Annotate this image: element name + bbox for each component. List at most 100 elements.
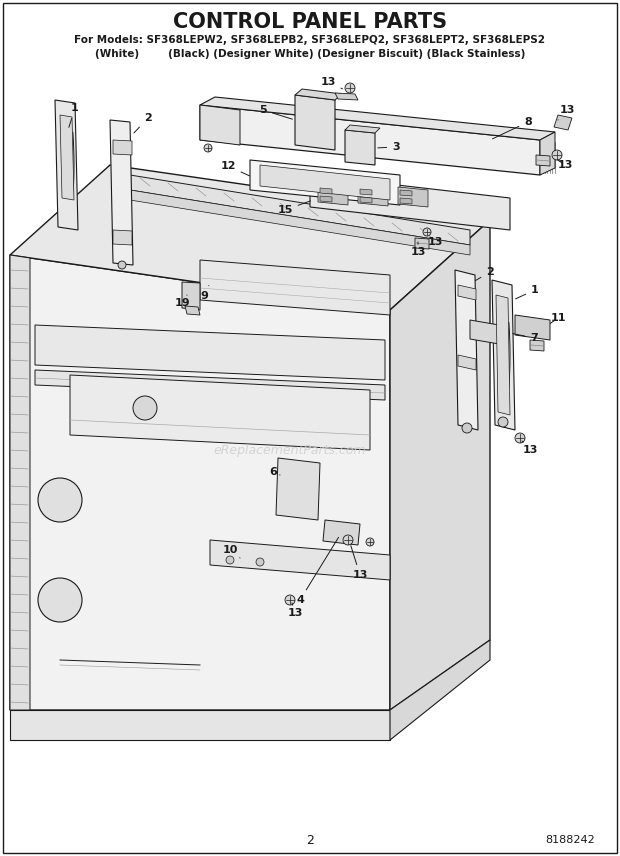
Text: 2: 2 [306,834,314,847]
Circle shape [515,433,525,443]
Polygon shape [10,255,390,710]
Text: 13: 13 [522,441,538,455]
Polygon shape [35,370,385,400]
Text: 1: 1 [69,103,79,128]
Text: 5: 5 [259,105,293,119]
Text: 15: 15 [277,201,311,215]
Text: 13: 13 [321,77,342,89]
Polygon shape [323,520,360,545]
Polygon shape [492,280,515,430]
Polygon shape [320,196,332,202]
Polygon shape [390,220,490,710]
Polygon shape [182,282,200,310]
Polygon shape [458,285,476,300]
Polygon shape [113,230,132,245]
Polygon shape [113,140,132,155]
Text: 8: 8 [492,117,532,139]
Text: 1: 1 [516,285,539,299]
Polygon shape [496,295,510,415]
Polygon shape [345,130,375,165]
Polygon shape [10,165,490,310]
Polygon shape [310,175,510,230]
Text: 4: 4 [296,538,339,605]
Polygon shape [540,132,555,175]
Polygon shape [320,188,332,194]
Text: 12: 12 [220,161,249,175]
Text: 2: 2 [476,267,494,281]
Polygon shape [515,315,550,340]
Circle shape [552,150,562,160]
Circle shape [133,396,157,420]
Polygon shape [360,197,372,203]
Polygon shape [55,100,78,230]
Text: For Models: SF368LEPW2, SF368LEPB2, SF368LEPQ2, SF368LEPT2, SF368LEPS2: For Models: SF368LEPW2, SF368LEPB2, SF36… [74,35,546,45]
Circle shape [366,538,374,546]
Text: 13: 13 [287,603,303,618]
Polygon shape [200,105,540,175]
Polygon shape [390,640,490,740]
Text: 3: 3 [378,142,400,152]
Circle shape [498,417,508,427]
Polygon shape [260,165,390,200]
Polygon shape [250,160,400,205]
Polygon shape [200,260,390,315]
Text: 8188242: 8188242 [545,835,595,845]
Text: 11: 11 [551,313,565,324]
Text: 10: 10 [223,545,240,558]
Polygon shape [455,270,478,430]
Text: 13: 13 [557,159,573,170]
Text: CONTROL PANEL PARTS: CONTROL PANEL PARTS [173,12,447,32]
Circle shape [118,261,126,269]
Circle shape [423,228,431,236]
Polygon shape [185,306,200,315]
Text: 13: 13 [410,242,426,257]
Text: 19: 19 [174,295,190,308]
Polygon shape [60,115,74,200]
Polygon shape [458,355,476,370]
Polygon shape [398,187,428,207]
Polygon shape [130,190,470,255]
Polygon shape [470,320,505,345]
Polygon shape [200,97,555,140]
Text: 9: 9 [200,286,209,301]
Polygon shape [200,105,240,145]
Circle shape [38,578,82,622]
Polygon shape [415,238,429,249]
Circle shape [343,535,353,545]
Text: eReplacementParts.com: eReplacementParts.com [214,443,366,456]
Polygon shape [10,255,30,710]
Polygon shape [358,186,388,206]
Polygon shape [536,155,550,166]
Polygon shape [35,325,385,380]
Circle shape [285,595,295,605]
Polygon shape [530,340,544,351]
Polygon shape [335,93,358,100]
Circle shape [38,478,82,522]
Polygon shape [130,175,470,245]
Polygon shape [360,189,372,195]
Text: 2: 2 [134,113,152,133]
Polygon shape [400,198,412,204]
Text: 13: 13 [351,545,368,580]
Polygon shape [70,375,370,450]
Polygon shape [295,95,335,150]
Polygon shape [210,540,390,580]
Circle shape [462,423,472,433]
Text: 13: 13 [558,105,575,120]
Circle shape [204,144,212,152]
Text: (White)        (Black) (Designer White) (Designer Biscuit) (Black Stainless): (White) (Black) (Designer White) (Design… [95,49,525,59]
Text: 13: 13 [427,237,443,247]
Text: 6: 6 [269,467,280,477]
Polygon shape [276,458,320,520]
Text: 7: 7 [513,333,538,343]
Polygon shape [345,125,380,133]
Polygon shape [10,710,390,740]
Polygon shape [295,89,342,100]
Polygon shape [554,115,572,130]
Circle shape [226,556,234,564]
Circle shape [256,558,264,566]
Polygon shape [400,190,412,196]
Polygon shape [318,185,348,205]
Circle shape [345,83,355,93]
Polygon shape [110,120,133,265]
